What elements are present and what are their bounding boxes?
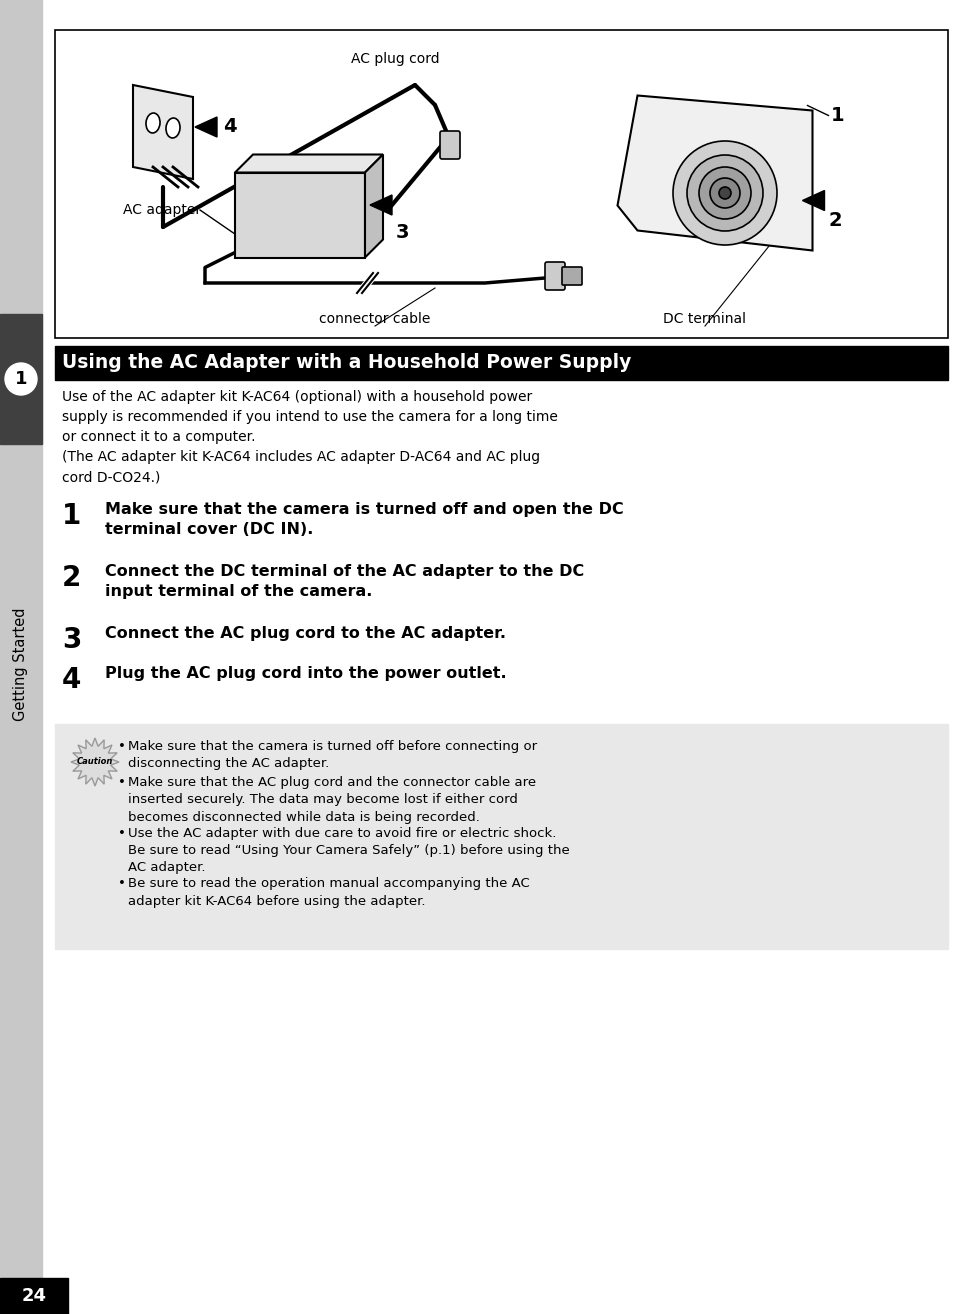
Text: Using the AC Adapter with a Household Power Supply: Using the AC Adapter with a Household Po… [62, 353, 631, 372]
Text: 4: 4 [62, 666, 81, 694]
Bar [0, 0, 42, 1314]
Bar [55, 346, 947, 380]
Text: Caution: Caution [77, 757, 113, 766]
Text: 1: 1 [14, 371, 28, 388]
Ellipse shape [166, 118, 180, 138]
Circle shape [686, 155, 762, 231]
Text: •: • [118, 777, 126, 788]
Text: AC adapter: AC adapter [123, 202, 201, 217]
Ellipse shape [146, 113, 160, 133]
FancyBboxPatch shape [544, 261, 564, 290]
Text: Make sure that the camera is turned off before connecting or
disconnecting the A: Make sure that the camera is turned off … [128, 740, 537, 770]
Text: •: • [118, 740, 126, 753]
Polygon shape [617, 96, 812, 251]
Text: 1: 1 [830, 106, 843, 125]
Polygon shape [365, 155, 382, 258]
Circle shape [719, 187, 730, 198]
Polygon shape [234, 155, 382, 172]
Circle shape [709, 177, 740, 208]
Polygon shape [370, 194, 392, 215]
Text: •: • [118, 827, 126, 840]
Bar [234, 172, 365, 258]
Bar [55, 724, 947, 949]
Bar [0, 1279, 68, 1314]
Text: Connect the AC plug cord to the AC adapter.: Connect the AC plug cord to the AC adapt… [105, 625, 505, 641]
Text: Use the AC adapter with due care to avoid fire or electric shock.
Be sure to rea: Use the AC adapter with due care to avoi… [128, 827, 569, 875]
Polygon shape [801, 191, 823, 210]
Text: 2: 2 [62, 564, 81, 593]
Circle shape [699, 167, 750, 219]
Text: Make sure that the AC plug cord and the connector cable are
inserted securely. T: Make sure that the AC plug cord and the … [128, 777, 536, 824]
Bar [0, 314, 42, 444]
Polygon shape [132, 85, 193, 179]
Polygon shape [71, 738, 119, 786]
Text: Make sure that the camera is turned off and open the DC
terminal cover (DC IN).: Make sure that the camera is turned off … [105, 502, 623, 537]
Text: 4: 4 [223, 117, 236, 137]
Circle shape [5, 363, 37, 396]
Text: connector cable: connector cable [319, 311, 430, 326]
Text: Use of the AC adapter kit K-AC64 (optional) with a household power
supply is rec: Use of the AC adapter kit K-AC64 (option… [62, 390, 558, 484]
Text: Be sure to read the operation manual accompanying the AC
adapter kit K-AC64 befo: Be sure to read the operation manual acc… [128, 876, 529, 908]
Bar [55, 30, 947, 338]
Text: 24: 24 [22, 1286, 47, 1305]
FancyBboxPatch shape [561, 267, 581, 285]
Text: 2: 2 [827, 212, 841, 230]
Text: Plug the AC plug cord into the power outlet.: Plug the AC plug cord into the power out… [105, 666, 506, 681]
Text: DC terminal: DC terminal [662, 311, 745, 326]
FancyBboxPatch shape [439, 131, 459, 159]
Circle shape [672, 141, 776, 244]
Text: 3: 3 [395, 223, 409, 243]
Polygon shape [194, 117, 216, 137]
Text: 3: 3 [62, 625, 81, 654]
Text: •: • [118, 876, 126, 890]
Text: Getting Started: Getting Started [13, 607, 29, 721]
Text: 1: 1 [62, 502, 81, 530]
Text: AC plug cord: AC plug cord [351, 53, 438, 66]
Text: Connect the DC terminal of the AC adapter to the DC
input terminal of the camera: Connect the DC terminal of the AC adapte… [105, 564, 583, 599]
